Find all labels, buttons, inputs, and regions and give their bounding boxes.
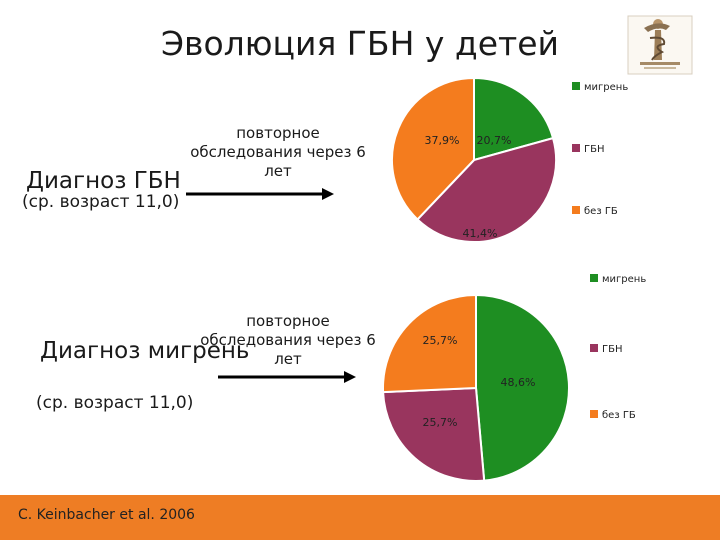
pie-slice-gbn [416, 136, 558, 243]
legend-label-migraine: мигрень [602, 274, 646, 285]
legend-swatch-no-gb [572, 206, 580, 214]
legend-swatch-migraine [572, 82, 580, 90]
age-label-2: (ср. возраст 11,0) [36, 393, 194, 413]
diagnosis-migraine-label: Диагноз мигрень [40, 338, 250, 364]
legend-label-no-gb: без ГБ [584, 206, 618, 217]
pie-slice-gbn [382, 386, 486, 482]
arrow-1 [186, 188, 334, 200]
legend-swatch-gbn [572, 144, 580, 152]
legend-label-gbn: ГБН [602, 344, 622, 355]
medical-emblem-icon [626, 14, 694, 76]
pie-slice-migraine [473, 76, 555, 162]
footer-bar: C. Keinbacher et al. 2006 [0, 495, 720, 540]
legend-label-no-gb: без ГБ [602, 410, 636, 421]
age-label-1: (ср. возраст 11,0) [22, 192, 180, 212]
pie-chart-migraine: 48,6% 25,7% 25,7% мигрень ГБН без ГБ [382, 274, 646, 482]
data-label-no-gb: 25,7% [423, 334, 458, 347]
diagnosis-gbn-label: Диагноз ГБН [26, 168, 181, 194]
arrow-2 [218, 371, 356, 383]
pie-slice-no-gb [391, 76, 475, 221]
legend-swatch-no-gb [590, 410, 598, 418]
data-label-gbn: 25,7% [423, 416, 458, 429]
legend-swatch-gbn [590, 344, 598, 352]
pie-slice-migraine [475, 293, 570, 482]
data-label-gbn: 41,4% [463, 227, 498, 240]
citation: C. Keinbacher et al. 2006 [18, 507, 195, 523]
data-label-migraine: 48,6% [501, 376, 536, 389]
legend-swatch-migraine [590, 274, 598, 282]
legend-label-migraine: мигрень [584, 82, 628, 93]
data-label-no-gb: 37,9% [425, 134, 460, 147]
pie-chart-gbn: 20,7% 41,4% 37,9% мигрень ГБН без ГБ [391, 76, 628, 243]
page-title: Эволюция ГБН у детей [161, 24, 559, 63]
data-label-migraine: 20,7% [477, 134, 512, 147]
arrow-label-2: повторное обследования через 6 лет [200, 312, 376, 368]
legend-label-gbn: ГБН [584, 144, 604, 155]
pie-slice-no-gb [382, 293, 477, 394]
arrow-label-1: повторное обследования через 6 лет [190, 124, 366, 180]
